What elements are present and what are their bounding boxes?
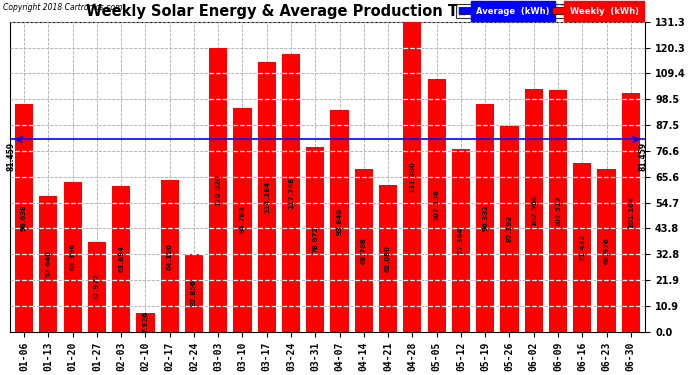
Text: 96.638: 96.638 bbox=[21, 204, 27, 231]
Bar bbox=[598, 169, 615, 332]
Text: 77.364: 77.364 bbox=[458, 227, 464, 254]
Bar bbox=[209, 48, 227, 332]
Text: 117.748: 117.748 bbox=[288, 177, 294, 209]
Text: 63.396: 63.396 bbox=[70, 243, 76, 270]
Bar bbox=[15, 104, 33, 332]
Text: 37.972: 37.972 bbox=[94, 273, 100, 300]
Text: 62.080: 62.080 bbox=[385, 245, 391, 272]
Text: Copyright 2018 Cartronics.com: Copyright 2018 Cartronics.com bbox=[3, 3, 123, 12]
Bar bbox=[573, 163, 591, 332]
Bar bbox=[185, 254, 203, 332]
Legend: Average  (kWh), Weekly  (kWh): Average (kWh), Weekly (kWh) bbox=[456, 4, 641, 18]
Text: 68.976: 68.976 bbox=[604, 237, 609, 264]
Text: 101.104: 101.104 bbox=[628, 196, 634, 228]
Bar bbox=[39, 196, 57, 332]
Bar bbox=[161, 180, 179, 332]
Bar bbox=[63, 182, 81, 332]
Text: 68.768: 68.768 bbox=[361, 237, 367, 264]
Text: 102.968: 102.968 bbox=[531, 194, 537, 226]
Bar bbox=[306, 147, 324, 332]
Bar bbox=[622, 93, 640, 332]
Bar bbox=[428, 79, 446, 332]
Text: 107.136: 107.136 bbox=[433, 189, 440, 221]
Bar bbox=[500, 126, 519, 332]
Text: 61.694: 61.694 bbox=[118, 245, 124, 272]
Text: 81.459: 81.459 bbox=[639, 142, 648, 171]
Bar bbox=[403, 22, 422, 332]
Text: 114.184: 114.184 bbox=[264, 181, 270, 213]
Bar bbox=[282, 54, 300, 332]
Text: 120.020: 120.020 bbox=[215, 174, 221, 206]
Text: 7.926: 7.926 bbox=[142, 311, 148, 333]
Text: 96.332: 96.332 bbox=[482, 205, 489, 231]
Bar bbox=[549, 90, 567, 332]
Bar bbox=[355, 170, 373, 332]
Text: 32.856: 32.856 bbox=[191, 280, 197, 306]
Text: 87.192: 87.192 bbox=[506, 215, 513, 242]
Text: 81.459: 81.459 bbox=[7, 142, 16, 171]
Bar bbox=[452, 149, 470, 332]
Text: 131.280: 131.280 bbox=[409, 161, 415, 193]
Text: 78.072: 78.072 bbox=[313, 226, 318, 253]
Bar bbox=[379, 185, 397, 332]
Text: 93.840: 93.840 bbox=[337, 207, 342, 235]
Bar bbox=[331, 110, 348, 332]
Text: 64.120: 64.120 bbox=[167, 243, 172, 270]
Bar bbox=[524, 88, 543, 332]
Text: 57.640: 57.640 bbox=[46, 250, 51, 277]
Title: Weekly Solar Energy & Average Production Tue Jul 3 20:33: Weekly Solar Energy & Average Production… bbox=[86, 4, 569, 19]
Bar bbox=[233, 108, 252, 332]
Text: 102.512: 102.512 bbox=[555, 195, 561, 226]
Bar bbox=[88, 242, 106, 332]
Bar bbox=[257, 62, 276, 332]
Bar bbox=[137, 313, 155, 332]
Text: 94.780: 94.780 bbox=[239, 206, 246, 234]
Bar bbox=[112, 186, 130, 332]
Text: 71.432: 71.432 bbox=[580, 234, 585, 261]
Bar bbox=[476, 104, 494, 332]
